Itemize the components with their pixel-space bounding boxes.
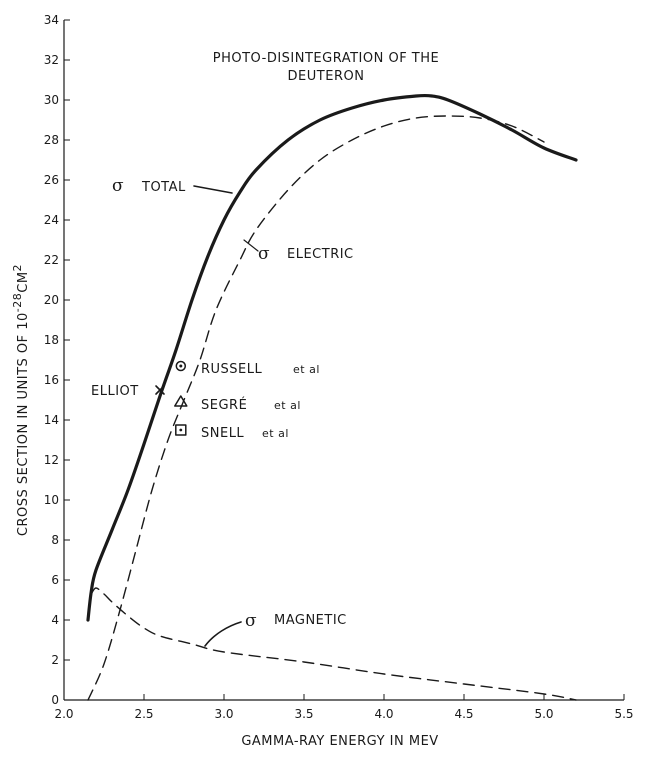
y-tick-label: 8 [51, 533, 59, 547]
x-tick-label: 2.5 [134, 707, 153, 721]
y-tick-label: 16 [44, 373, 59, 387]
x-tick-label: 2.0 [54, 707, 73, 721]
russell-etal: et al [293, 363, 320, 376]
electric-curve-label: ELECTRIC [287, 247, 354, 262]
square-marker-dot [179, 428, 183, 432]
circle-marker-ring [175, 360, 187, 372]
series-group [86, 93, 578, 701]
y-tick-label: 10 [44, 493, 59, 507]
snell-etal: et al [262, 427, 289, 440]
sigma-electric-symbol: σ [258, 244, 270, 264]
x-tick-label: 5.5 [614, 707, 633, 721]
snell-marker [175, 424, 187, 436]
x-axis-label: GAMMA-RAY ENERGY IN MEV [241, 734, 438, 749]
chart-subtitle: DEUTERON [288, 69, 365, 84]
x-tick-label: 5.0 [534, 707, 553, 721]
x-tick-label: 4.5 [454, 707, 473, 721]
series-total-line [86, 93, 578, 622]
y-tick-label: 14 [44, 413, 59, 427]
segre-marker [174, 395, 188, 407]
y-tick-label: 30 [44, 93, 59, 107]
x-marker-stroke [155, 385, 165, 395]
y-tick-label: 2 [51, 653, 59, 667]
sigma-total-symbol: σ [112, 176, 124, 196]
y-axis-label-exponent: -28 [11, 293, 24, 312]
y-tick-label: 20 [44, 293, 59, 307]
total-curve-label: TOTAL [141, 180, 186, 195]
russell-label: RUSSELL [201, 362, 263, 377]
y-tick-label: 4 [51, 613, 59, 627]
y-tick-label: 6 [51, 573, 59, 587]
y-tick-label: 32 [44, 53, 59, 67]
magnetic-label-leader [204, 621, 242, 647]
y-tick-label: 18 [44, 333, 59, 347]
series-magnetic-line [90, 587, 577, 701]
square-marker-box [175, 424, 187, 436]
y-tick-label: 28 [44, 133, 59, 147]
chart-title: PHOTO-DISINTEGRATION OF THE [213, 51, 439, 66]
sigma-magnetic-symbol: σ [245, 611, 257, 631]
data-points-group [155, 360, 188, 436]
y-tick-label: 26 [44, 173, 59, 187]
y-axis-label-main: CROSS SECTION IN UNITS OF 10 [16, 312, 31, 536]
segre-etal: et al [274, 399, 301, 412]
y-tick-label: 34 [44, 13, 59, 27]
magnetic-curve-label: MAGNETIC [274, 613, 347, 628]
russell-marker [175, 360, 187, 372]
y-axis-label: CROSS SECTION IN UNITS OF 10-28CM2 [11, 264, 31, 536]
x-tick-label: 4.0 [374, 707, 393, 721]
series-electric-line [87, 115, 545, 701]
x-tick-label: 3.0 [214, 707, 233, 721]
elliot-label: ELLIOT [91, 384, 139, 399]
elliot-marker [155, 385, 165, 395]
y-tick-label: 22 [44, 253, 59, 267]
segre-label: SEGRÉ [201, 397, 247, 413]
y-tick-label: 0 [51, 693, 59, 707]
y-axis-label-unit-exponent: 2 [11, 264, 24, 272]
y-tick-label: 12 [44, 453, 59, 467]
snell-label: SNELL [201, 426, 244, 441]
electric-label-leader [243, 239, 259, 252]
total-label-leader [193, 185, 233, 194]
x-tick-label: 3.5 [294, 707, 313, 721]
y-tick-label: 24 [44, 213, 59, 227]
circle-marker-dot [179, 364, 183, 368]
y-axis-label-unit: CM [16, 271, 31, 292]
